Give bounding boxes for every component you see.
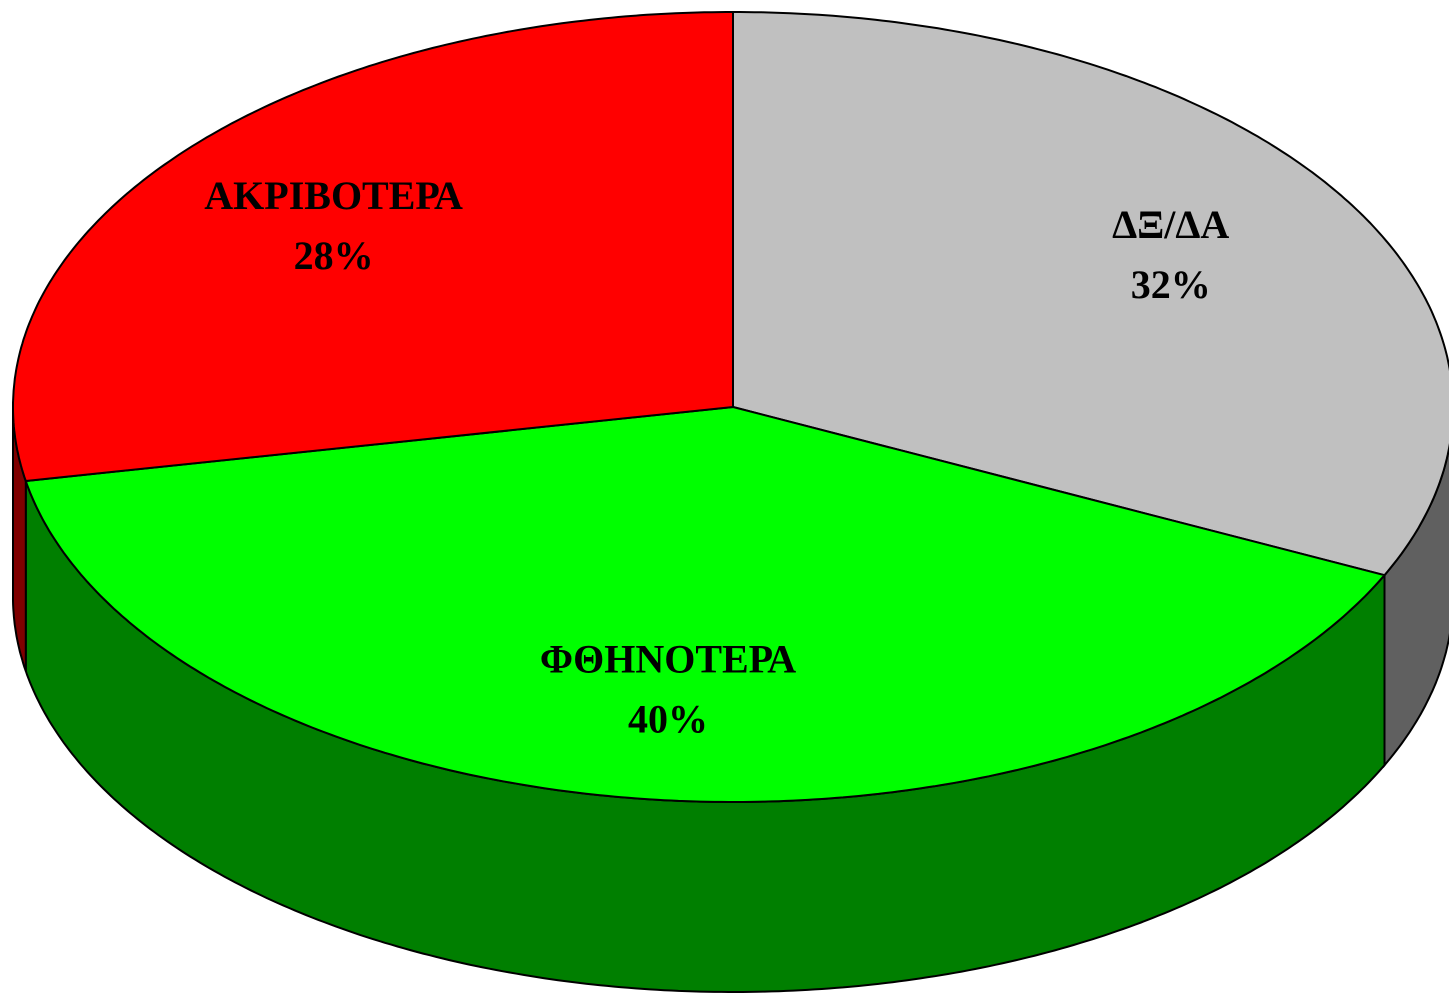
slice xyxy=(12,11,734,483)
slice-value-label: 32% xyxy=(1131,262,1211,307)
slice-label: ΦΘΗΝΟΤΕΡΑ xyxy=(540,636,796,681)
slice-label: ΑΚΡΙΒΟΤΕΡΑ xyxy=(204,173,463,218)
slice xyxy=(24,405,1387,803)
slice-value-label: 40% xyxy=(628,696,708,741)
slice-label: ΔΞ/ΔΑ xyxy=(1112,202,1229,247)
slice-value-label: 28% xyxy=(294,233,374,278)
